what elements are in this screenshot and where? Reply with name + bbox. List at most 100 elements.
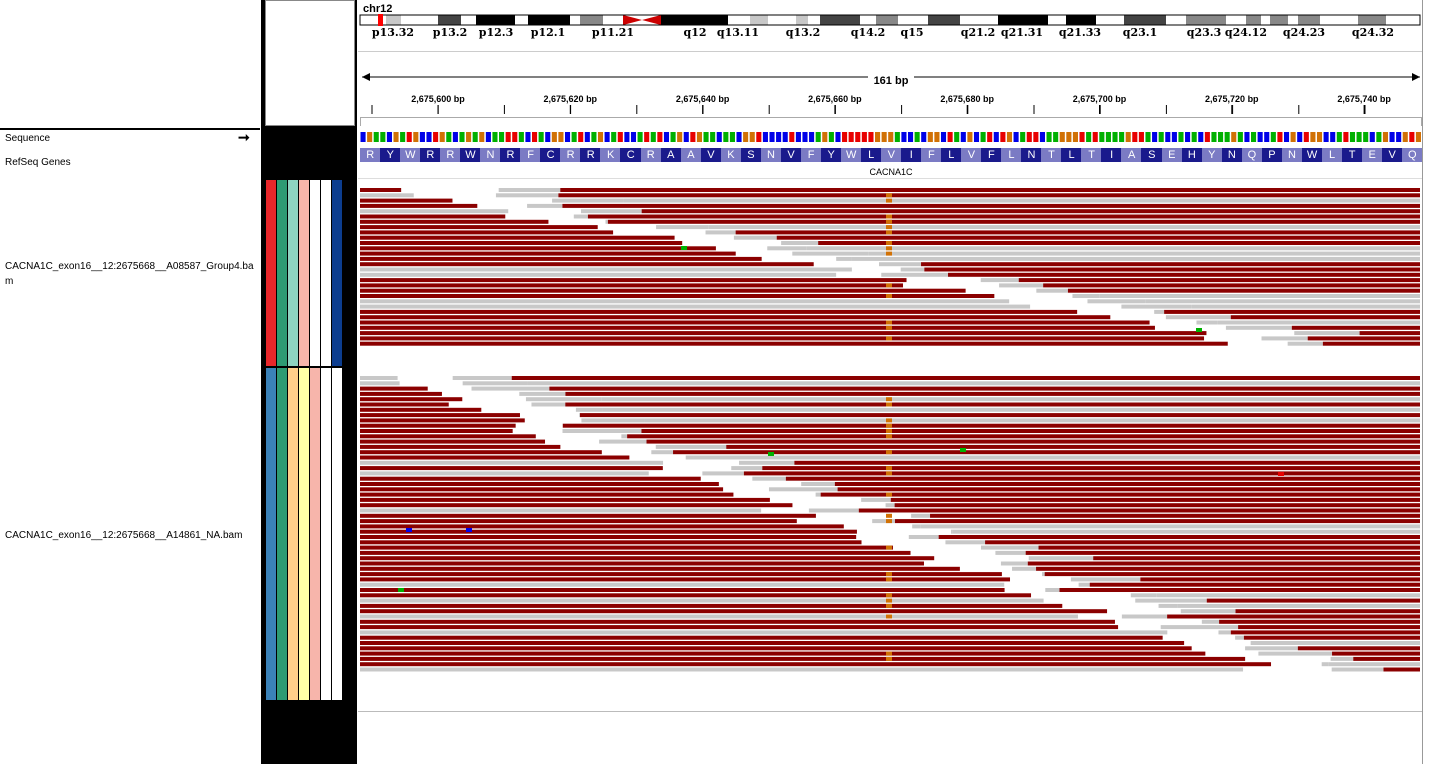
band-label: q23.1 (1122, 26, 1158, 39)
strand-arrow-icon[interactable]: ➞ (238, 129, 250, 145)
read (360, 460, 664, 465)
attribute-cell[interactable] (288, 368, 298, 700)
read-soft-clip (980, 545, 1039, 550)
attribute-cell[interactable] (266, 368, 276, 700)
sequence-base (696, 132, 703, 142)
attribute-cell[interactable] (310, 180, 320, 366)
ruler-bar (360, 117, 1422, 126)
read (360, 577, 1011, 582)
sequence-base (828, 132, 834, 142)
read-soft-clip (999, 283, 1044, 288)
sample-name-2[interactable]: CACNA1C_exon16__12:2675668__A14861_NA.ba… (5, 530, 243, 541)
sequence-base (1119, 132, 1125, 142)
sample-name-1[interactable]: CACNA1C_exon16__12:2675668__A08587_Group… (5, 261, 254, 287)
read (360, 572, 1002, 577)
amino-acid: N (1281, 148, 1303, 162)
gene-name[interactable]: CACNA1C (869, 167, 913, 177)
ruler-tick-label: 2,675,660 bp (808, 94, 862, 104)
amino-acid: V (700, 148, 722, 162)
read (360, 466, 663, 471)
attribute-cell[interactable] (332, 180, 342, 366)
sequence-base (987, 132, 993, 142)
read-soft-clip (801, 482, 835, 486)
read (1264, 641, 1420, 645)
read (1044, 572, 1420, 577)
sequence-base (1270, 132, 1276, 142)
attribute-cell[interactable] (299, 180, 309, 366)
sequence-base (980, 132, 986, 142)
sequence-base (532, 132, 538, 142)
read (1043, 283, 1420, 288)
read-soft-clip (768, 487, 838, 492)
read-soft-clip (1287, 341, 1323, 346)
ideogram-band (876, 15, 898, 25)
read-soft-clip (1160, 625, 1239, 630)
mismatch-base (886, 241, 892, 245)
attribute-cell[interactable] (266, 180, 276, 366)
read (360, 341, 1228, 346)
read (360, 272, 837, 277)
attribute-cell[interactable] (321, 180, 331, 366)
sequence-base (795, 132, 801, 142)
ideogram-band (728, 15, 750, 25)
amino-acid: W (1301, 148, 1323, 162)
read (360, 656, 1246, 661)
sequence-base (1396, 132, 1402, 142)
read (1230, 315, 1420, 320)
read-soft-clip (1245, 646, 1298, 651)
attribute-cell[interactable] (277, 368, 287, 700)
amino-acid: N (760, 148, 782, 162)
read (806, 246, 1420, 251)
attribute-cell[interactable] (288, 180, 298, 366)
sequence-base (558, 132, 564, 142)
sequence-base (1376, 132, 1382, 142)
amino-acid: V (1381, 148, 1403, 162)
read (1038, 545, 1420, 550)
ideogram-band (580, 15, 603, 25)
sequence-base (973, 132, 980, 142)
ideogram-band (1096, 15, 1124, 25)
read-soft-clip (552, 198, 624, 203)
ideogram-band (1261, 15, 1270, 25)
read-soft-clip (1330, 656, 1354, 661)
read-soft-clip (1201, 619, 1220, 624)
read (1322, 341, 1420, 346)
read (1145, 299, 1420, 304)
sequence-base (940, 132, 947, 142)
sequence-base (1046, 132, 1052, 142)
read (360, 482, 719, 486)
attribute-cell[interactable] (310, 368, 320, 700)
read (820, 492, 1420, 497)
attribute-cell[interactable] (277, 180, 287, 366)
gene-label-wrap: CACNA1C (358, 162, 1424, 180)
sequence-base (670, 132, 676, 142)
read (360, 598, 1044, 603)
alignment-reads[interactable] (358, 182, 1424, 712)
read-soft-clip (1165, 315, 1231, 320)
mismatch-base (886, 513, 892, 518)
sequence-track[interactable] (358, 132, 1424, 142)
read-soft-clip (1087, 299, 1146, 304)
read (1093, 556, 1420, 561)
mismatch-base (886, 246, 892, 251)
read (360, 556, 935, 561)
read (360, 593, 1032, 598)
sequence-base (419, 132, 425, 142)
read (360, 641, 1185, 645)
read (360, 304, 1031, 309)
attribute-cell[interactable] (299, 368, 309, 700)
attribute-cell[interactable] (332, 368, 342, 700)
sequence-base (1356, 132, 1362, 142)
read (360, 235, 675, 240)
read (1191, 304, 1420, 309)
sequence-base (1382, 132, 1389, 142)
refseq-track-label[interactable]: RefSeq Genes (5, 157, 71, 168)
sequence-base (1145, 132, 1151, 142)
mismatch-base (886, 466, 892, 471)
sequence-track-label[interactable]: Sequence (5, 133, 51, 144)
chromosome-ideogram[interactable] (358, 14, 1424, 26)
read-soft-clip (471, 386, 550, 391)
ideogram-band (401, 15, 438, 25)
read (1332, 651, 1420, 656)
attribute-cell[interactable] (321, 368, 331, 700)
